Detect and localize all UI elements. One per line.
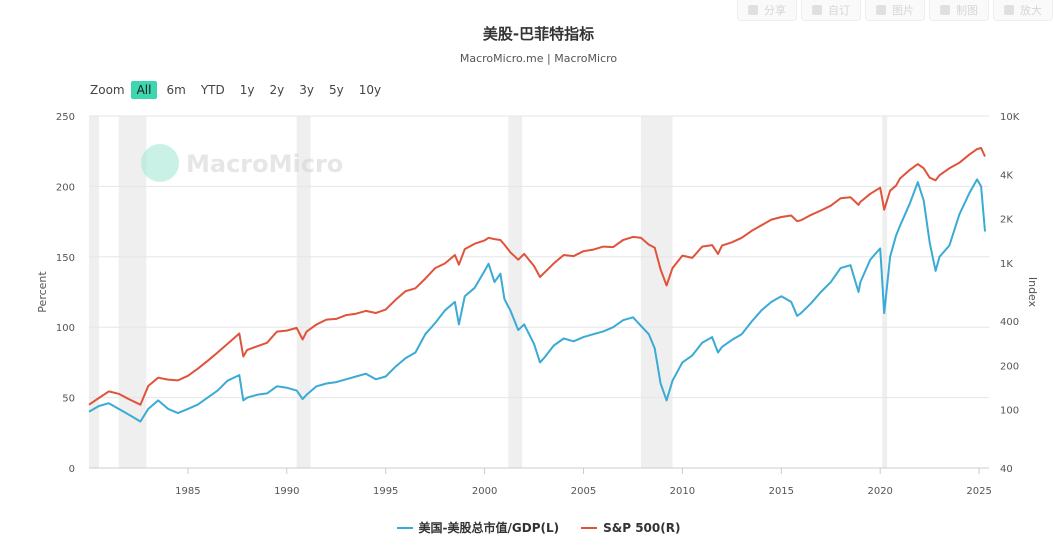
legend-item-sp500[interactable]: S&P 500(R) [581, 519, 680, 536]
recession-band [89, 116, 99, 468]
y-left-tick-label: 100 [56, 323, 75, 334]
y-left-axis-title: Percent [36, 271, 49, 313]
chart-legend: 美国-美股总市值/GDP(L) S&P 500(R) [0, 519, 1053, 536]
zoom-1y-button[interactable]: 1y [239, 83, 255, 97]
x-tick-label: 1990 [274, 486, 299, 497]
x-tick-label: 2025 [966, 486, 991, 497]
gear-icon [812, 5, 822, 15]
y-right-tick-label: 4K [1000, 170, 1013, 181]
recession-band [296, 116, 311, 468]
series-line-buffett[interactable] [88, 178, 986, 423]
x-tick-label: 1985 [175, 486, 200, 497]
chart-subtitle: MacroMicro.me | MacroMicro [459, 52, 618, 65]
recession-band [640, 116, 673, 468]
zoom-ytd-button[interactable]: YTD [200, 83, 225, 97]
recession-band [508, 116, 523, 468]
series-line-sp500[interactable] [88, 147, 986, 406]
share-icon [748, 5, 758, 15]
y-left-tick-label: 150 [56, 253, 75, 264]
legend-label-sp500: S&P 500(R) [603, 520, 681, 535]
edit-button[interactable]: 制图 [929, 0, 989, 21]
expand-icon [1004, 5, 1014, 15]
y-left-tick-label: 200 [56, 182, 75, 193]
legend-item-buffett[interactable]: 美国-美股总市值/GDP(L) [396, 519, 560, 536]
zoom-selector: Zoom All 6m YTD 1y 2y 3y 5y 10y [90, 81, 390, 99]
pencil-icon [940, 5, 950, 15]
chart-toolbar: 分享 自订 图片 制图 放大 [737, 0, 1053, 21]
x-tick-label: 1995 [373, 486, 398, 497]
zoom-all-button[interactable]: All [130, 81, 158, 99]
y-right-tick-label: 100 [1000, 406, 1019, 417]
y-right-axis-title: Index [1026, 277, 1039, 308]
enlarge-button[interactable]: 放大 [993, 0, 1053, 21]
legend-swatch-buffett [396, 526, 413, 529]
image-button[interactable]: 图片 [865, 0, 925, 21]
y-right-tick-label: 40 [1000, 464, 1013, 475]
zoom-6m-button[interactable]: 6m [166, 83, 186, 97]
x-tick-label: 2000 [472, 486, 497, 497]
y-right-tick-label: 1K [1000, 259, 1013, 270]
y-right-tick-label: 200 [1000, 361, 1019, 372]
recession-band [882, 116, 888, 468]
image-icon [876, 5, 886, 15]
y-left-tick-label: 50 [62, 394, 75, 405]
x-tick-label: 2015 [769, 486, 794, 497]
recession-band [118, 116, 147, 468]
zoom-3y-button[interactable]: 3y [299, 83, 314, 97]
y-right-tick-label: 2K [1000, 215, 1013, 226]
zoom-10y-button[interactable]: 10y [358, 83, 382, 97]
watermark-logo-icon [141, 144, 179, 182]
x-tick-label: 2020 [867, 486, 892, 497]
watermark-text: MacroMicro [186, 150, 343, 178]
y-right-tick-label: 400 [1000, 317, 1019, 328]
share-button[interactable]: 分享 [737, 0, 797, 21]
legend-label-buffett: 美国-美股总市值/GDP(L) [418, 521, 560, 535]
chart-title: 美股-巴菲特指标 [482, 25, 595, 43]
zoom-2y-button[interactable]: 2y [269, 83, 285, 97]
y-right-tick-label: 10K [1000, 112, 1020, 123]
subscribe-button[interactable]: 自订 [801, 0, 861, 21]
zoom-5y-button[interactable]: 5y [328, 83, 344, 97]
y-left-tick-label: 250 [56, 112, 75, 123]
x-tick-label: 2010 [670, 486, 695, 497]
zoom-label: Zoom [90, 83, 125, 97]
y-left-tick-label: 0 [69, 464, 75, 475]
x-tick-label: 2005 [571, 486, 596, 497]
legend-swatch-sp500 [581, 526, 598, 529]
watermark: MacroMicro [141, 144, 343, 182]
